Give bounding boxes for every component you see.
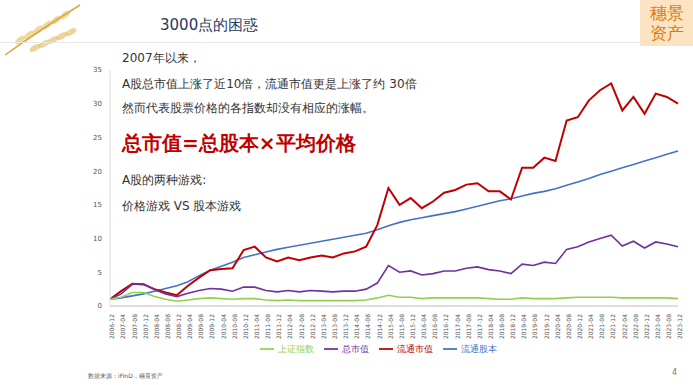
svg-text:20: 20 xyxy=(93,168,102,176)
svg-text:2007-08: 2007-08 xyxy=(131,314,138,339)
svg-text:2012-04: 2012-04 xyxy=(286,314,293,339)
svg-text:2007-04: 2007-04 xyxy=(119,314,126,339)
svg-text:2009-08: 2009-08 xyxy=(197,314,204,339)
svg-text:2023-04: 2023-04 xyxy=(654,314,661,339)
svg-text:2019-12: 2019-12 xyxy=(543,314,550,339)
html-text:3000点的困惑: 3000点的困惑 xyxy=(160,16,259,34)
svg-text:2009-04: 2009-04 xyxy=(186,314,193,339)
html-text:A股总市值上涨了近10倍，流通市值更是上涨了约 30倍: A股总市值上涨了近10倍，流通市值更是上涨了约 30倍 xyxy=(122,77,417,91)
svg-text:2018-08: 2018-08 xyxy=(498,314,505,339)
svg-text:2011-12: 2011-12 xyxy=(275,314,282,339)
svg-text:2010-12: 2010-12 xyxy=(242,314,249,339)
svg-text:15: 15 xyxy=(93,201,102,209)
svg-text:2014-12: 2014-12 xyxy=(376,314,383,339)
svg-text:2016-08: 2016-08 xyxy=(431,314,438,339)
svg-text:2023-12: 2023-12 xyxy=(676,314,683,339)
svg-text:2012-08: 2012-08 xyxy=(298,314,305,339)
svg-text:2017-04: 2017-04 xyxy=(454,314,461,339)
svg-text:2010-08: 2010-08 xyxy=(231,314,238,339)
svg-text:2016-04: 2016-04 xyxy=(420,314,427,339)
svg-text:35: 35 xyxy=(93,66,102,74)
html-text:上证指数: 上证指数 xyxy=(277,343,314,354)
svg-text:2018-04: 2018-04 xyxy=(487,314,494,339)
svg-text:2022-04: 2022-04 xyxy=(621,314,628,339)
svg-text:25: 25 xyxy=(93,134,102,142)
html-text:穗景资产: 穗景资产 xyxy=(649,3,684,43)
svg-text:0: 0 xyxy=(98,302,102,310)
svg-text:2011-04: 2011-04 xyxy=(253,314,260,339)
svg-text:2009-12: 2009-12 xyxy=(208,314,215,339)
html-text:A股的两种游戏:: A股的两种游戏: xyxy=(122,173,207,187)
svg-text:2022-08: 2022-08 xyxy=(632,314,639,339)
svg-text:2015-12: 2015-12 xyxy=(409,314,416,339)
svg-text:2010-04: 2010-04 xyxy=(220,314,227,339)
svg-text:2021-04: 2021-04 xyxy=(587,314,594,339)
svg-text:2006-12: 2006-12 xyxy=(108,314,115,339)
svg-text:2015-04: 2015-04 xyxy=(387,314,394,339)
svg-text:5: 5 xyxy=(98,269,102,277)
svg-text:2012-12: 2012-12 xyxy=(309,314,316,339)
html-text:2007年以来，: 2007年以来， xyxy=(122,51,201,65)
svg-text:2014-08: 2014-08 xyxy=(364,314,371,339)
html-text:然而代表股票价格的各指数却没有相应的涨幅。: 然而代表股票价格的各指数却没有相应的涨幅。 xyxy=(122,101,374,115)
svg-text:2018-12: 2018-12 xyxy=(509,314,516,339)
svg-text:2021-12: 2021-12 xyxy=(609,314,616,339)
svg-text:2023-08: 2023-08 xyxy=(665,314,672,339)
svg-text:2022-12: 2022-12 xyxy=(643,314,650,339)
svg-text:2019-04: 2019-04 xyxy=(520,314,527,339)
svg-text:2008-08: 2008-08 xyxy=(164,314,171,339)
svg-text:2013-04: 2013-04 xyxy=(320,314,327,339)
html-text:总市值=总股本×平均价格: 总市值=总股本×平均价格 xyxy=(122,131,356,155)
svg-text:2013-12: 2013-12 xyxy=(342,314,349,339)
svg-text:2017-12: 2017-12 xyxy=(476,314,483,339)
svg-text:2017-08: 2017-08 xyxy=(465,314,472,339)
html-text:4: 4 xyxy=(672,368,678,377)
svg-text:2014-04: 2014-04 xyxy=(353,314,360,339)
svg-text:2021-08: 2021-08 xyxy=(598,314,605,339)
svg-text:2008-04: 2008-04 xyxy=(153,314,160,339)
svg-text:2020-08: 2020-08 xyxy=(565,314,572,339)
html-text:流通股本: 流通股本 xyxy=(460,343,497,354)
svg-text:2007-12: 2007-12 xyxy=(142,314,149,339)
svg-text:2019-08: 2019-08 xyxy=(531,314,538,339)
svg-text:2020-04: 2020-04 xyxy=(554,314,561,339)
html-text:数据来源：iFinD，穗景资产: 数据来源：iFinD，穗景资产 xyxy=(88,372,163,379)
svg-text:2015-08: 2015-08 xyxy=(398,314,405,339)
svg-text:2016-12: 2016-12 xyxy=(442,314,449,339)
html-text:总市值: 总市值 xyxy=(341,343,369,354)
svg-text:2011-08: 2011-08 xyxy=(264,314,271,339)
html-text:流通市值: 流通市值 xyxy=(396,343,433,354)
svg-text:30: 30 xyxy=(93,100,102,108)
html-text:价格游戏 VS 股本游戏: 价格游戏 VS 股本游戏 xyxy=(122,199,242,213)
svg-text:2013-08: 2013-08 xyxy=(331,314,338,339)
svg-text:2008-12: 2008-12 xyxy=(175,314,182,339)
svg-text:10: 10 xyxy=(93,235,102,243)
svg-text:2020-12: 2020-12 xyxy=(576,314,583,339)
